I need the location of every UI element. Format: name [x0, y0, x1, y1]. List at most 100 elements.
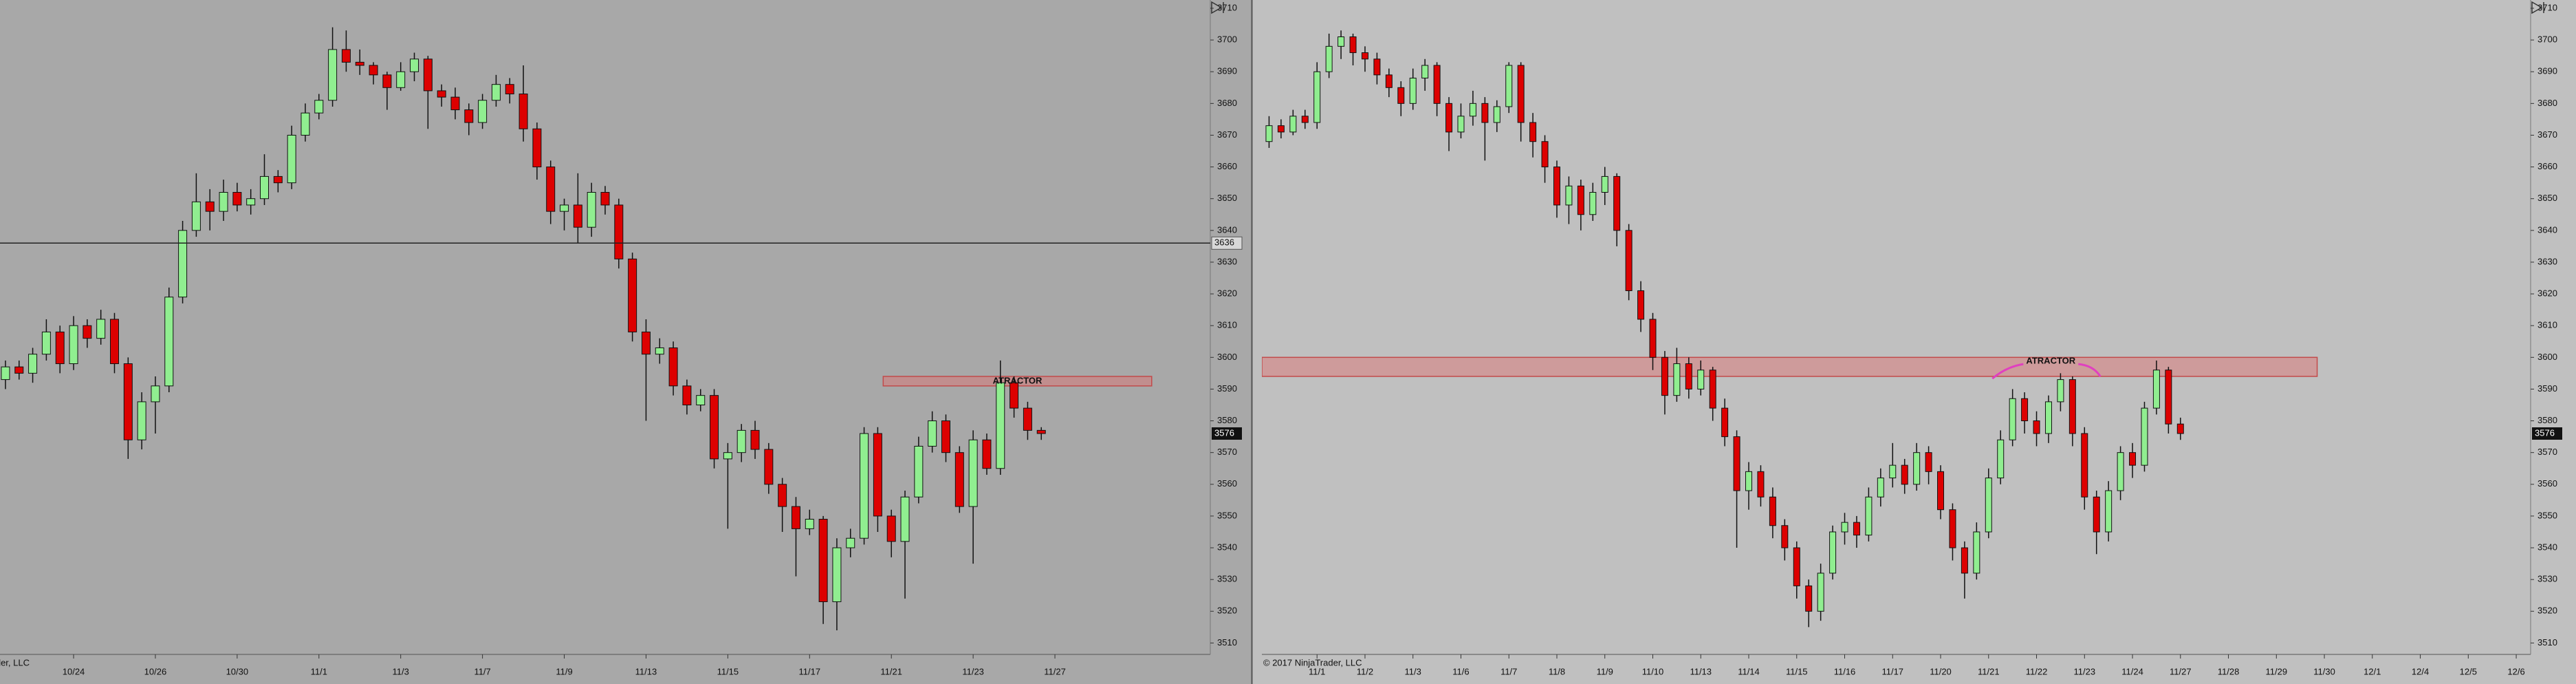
candle-body: [1613, 175, 1621, 231]
candle-body: [968, 439, 978, 507]
candle-body: [1709, 370, 1716, 409]
y-tick-label: 3550: [1217, 510, 1237, 520]
candle-body: [1853, 522, 1860, 536]
y-tick-label: 3680: [2537, 98, 2557, 108]
candle-body: [1481, 103, 1489, 123]
x-tick-label: 11/17: [799, 666, 821, 676]
y-tick-label: 3640: [1217, 224, 1237, 235]
candle-body: [1745, 471, 1753, 491]
y-tick-label: 3620: [2537, 288, 2557, 299]
y-tick-label: 3600: [2537, 352, 2557, 362]
candle-body: [573, 204, 582, 228]
candle-body: [710, 395, 719, 460]
candle-body: [1397, 87, 1405, 104]
candle-body: [83, 325, 92, 339]
candle-body: [846, 537, 855, 548]
x-tick-label: 12/6: [2507, 666, 2524, 676]
candle-body: [982, 439, 992, 469]
y-tick-label: 3510: [2537, 637, 2557, 648]
x-tick-label: 11/14: [1738, 666, 1760, 676]
candle-body: [2021, 398, 2029, 422]
candle-body: [1733, 436, 1740, 491]
candle-body: [1637, 290, 1645, 320]
x-tick-label: 11/1: [1309, 666, 1325, 676]
candle-body: [1457, 116, 1465, 133]
candle-body: [1313, 71, 1321, 123]
candle-body: [1009, 382, 1019, 409]
last-price-tag: [2532, 427, 2562, 440]
candle-body: [1721, 407, 1729, 438]
zone-label: ATRACTOR: [2026, 356, 2075, 366]
candle-body: [1493, 106, 1500, 123]
candle-body: [260, 175, 270, 200]
candle-body: [1901, 464, 1908, 485]
candle-body: [954, 452, 964, 507]
candle-body: [14, 366, 24, 374]
candle-body: [2033, 420, 2040, 434]
candle-body: [668, 347, 678, 387]
y-tick-label: 3530: [1217, 574, 1237, 584]
x-tick-label: 11/9: [556, 666, 572, 676]
y-tick-label: 3570: [1217, 447, 1237, 457]
x-tick-label: 11/24: [2121, 666, 2143, 676]
x-tick-label: 12/4: [2412, 666, 2429, 676]
candle-body: [410, 58, 419, 72]
candle-body: [641, 331, 651, 355]
y-tick-label: 3550: [2537, 510, 2557, 520]
candle-body: [491, 84, 501, 101]
x-tick-label: 11/10: [1642, 666, 1664, 676]
candle-body: [1865, 496, 1873, 536]
candle-body: [1589, 191, 1597, 215]
candle-body: [941, 420, 950, 453]
x-tick-label: 11/3: [393, 666, 409, 676]
candle-body: [2105, 490, 2113, 533]
y-tick-label: 3620: [1217, 288, 1237, 299]
candle-body: [1, 366, 10, 381]
y-tick-label: 3520: [1217, 606, 1237, 616]
x-tick-label: 11/21: [880, 666, 902, 676]
panel-background: [1252, 0, 2576, 684]
candle-body: [1697, 370, 1705, 389]
candle-body: [1685, 363, 1692, 389]
zone: [1262, 356, 2318, 377]
candle-body: [164, 297, 174, 387]
candle-body: [1277, 125, 1285, 133]
candle-body: [560, 204, 569, 212]
y-tick-label: 3700: [2537, 34, 2557, 45]
x-tick-label: 11/9: [1597, 666, 1613, 676]
candle-body: [832, 547, 842, 602]
x-tick-label: 12/5: [2460, 666, 2477, 676]
y-tick-label: 3640: [2537, 224, 2557, 235]
candle-body: [587, 191, 596, 228]
candle-body: [478, 100, 488, 123]
candle-body: [2152, 370, 2160, 409]
chart-menu-icon[interactable]: [1211, 1, 1224, 14]
chart-panel: 3510 3520 3530 3540 3550 3560 3570 3580 3590 3600…: [0, 0, 1252, 684]
candle-body: [246, 198, 256, 206]
x-tick-label: 11/27: [2170, 666, 2192, 676]
candle-body: [2093, 496, 2100, 533]
candle-body: [55, 331, 65, 365]
crosshair-tag: [1211, 236, 1243, 250]
candle-body: [1289, 116, 1297, 133]
y-tick-label: 3570: [2537, 447, 2557, 457]
y-tick-label: 3540: [1217, 542, 1237, 552]
candle-body: [2117, 452, 2124, 491]
candle-body: [1023, 407, 1032, 431]
y-tick-label: 3630: [2537, 256, 2557, 266]
candle-body: [764, 449, 774, 485]
candle-body: [546, 167, 556, 212]
candle-body: [723, 452, 732, 460]
y-tick-label: 3520: [2537, 606, 2557, 616]
chart-menu-icon[interactable]: [2531, 1, 2544, 14]
candle-body: [1385, 74, 1393, 88]
candle-body: [1301, 116, 1309, 123]
copyright: © 2017 NinjaTrader, LLC: [0, 657, 30, 667]
candle-body: [1625, 230, 1633, 291]
x-tick-label: 11/8: [1549, 666, 1565, 676]
candle-body: [2165, 370, 2172, 425]
candle-body: [2081, 433, 2088, 498]
x-tick-label: 11/15: [1786, 666, 1808, 676]
candle-body: [1325, 45, 1333, 72]
candle-body: [600, 191, 610, 206]
